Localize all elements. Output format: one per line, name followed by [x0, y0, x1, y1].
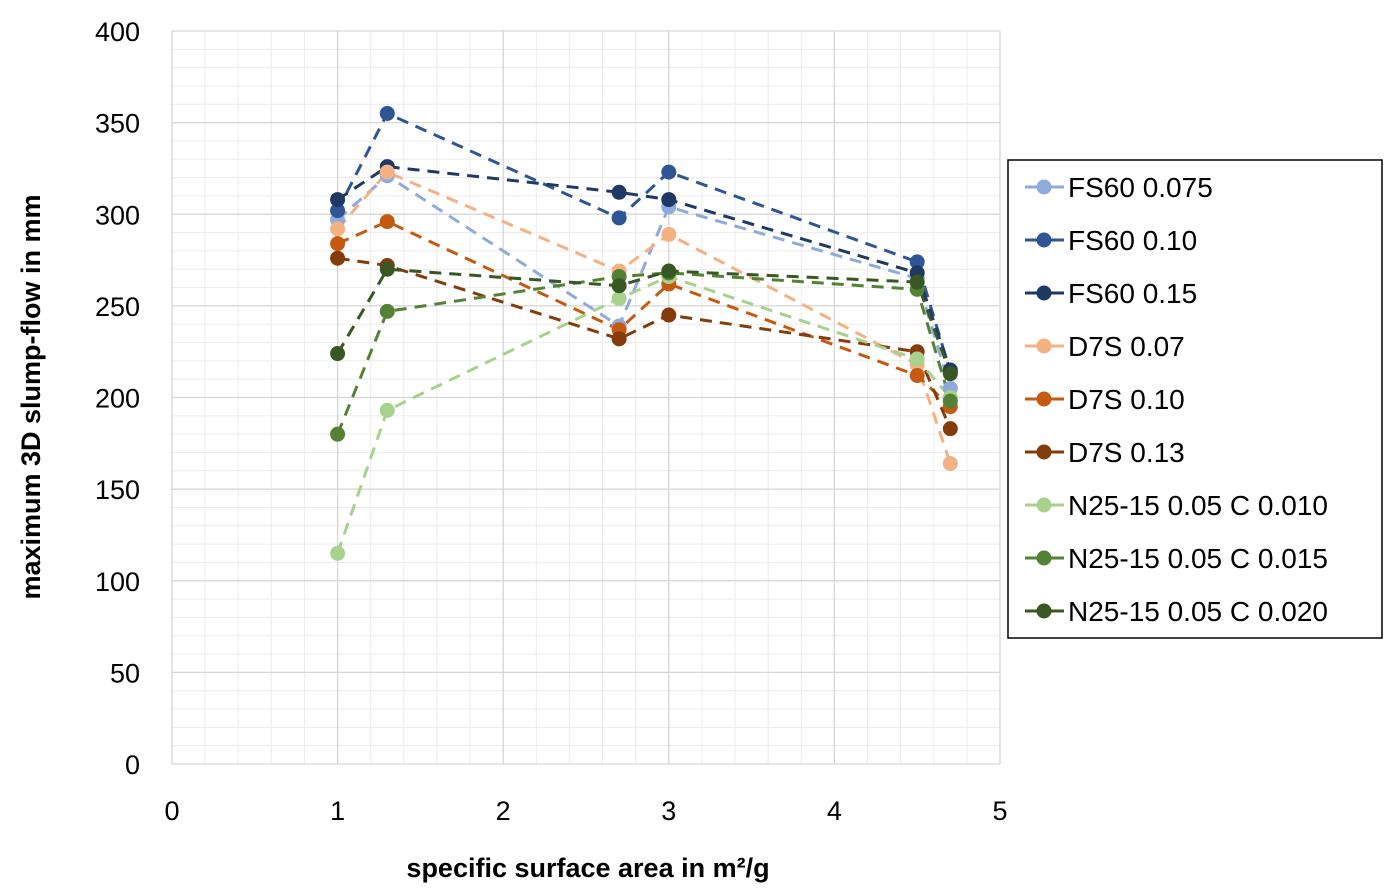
data-point [909, 368, 925, 384]
data-point [942, 455, 958, 471]
data-point [661, 164, 677, 180]
legend-marker [1036, 603, 1052, 619]
legend-label: FS60 0.15 [1068, 278, 1197, 309]
legend-label: N25-15 0.05 C 0.010 [1068, 490, 1328, 521]
data-point [330, 221, 346, 237]
x-tick-label: 4 [827, 796, 842, 826]
y-axis-label: maximum 3D slump-flow in mm [16, 194, 46, 599]
series-line [336, 111, 952, 373]
data-point [611, 278, 627, 294]
series-line [336, 170, 952, 464]
series-layer [330, 105, 958, 561]
data-point [611, 210, 627, 226]
data-point [379, 214, 395, 230]
data-point [661, 226, 677, 242]
data-point [330, 545, 346, 561]
data-point [942, 393, 958, 409]
series-line [336, 219, 952, 408]
y-tick-label: 200 [95, 384, 140, 414]
legend-marker [1036, 444, 1052, 460]
legend-marker [1036, 338, 1052, 354]
data-point [942, 421, 958, 437]
series-line [337, 256, 952, 430]
data-point [661, 307, 677, 323]
series-line [336, 165, 952, 371]
series-line [336, 267, 952, 375]
legend: FS60 0.075 FS60 0.10 FS60 0.15 D7S 0.07 D7S … [1007, 159, 1383, 639]
x-tick-label: 5 [992, 796, 1007, 826]
data-point [379, 402, 395, 418]
legend-marker [1036, 391, 1052, 407]
x-tick-label: 0 [164, 796, 179, 826]
data-point [909, 274, 925, 290]
series-line [336, 271, 952, 435]
gridlines [171, 30, 1001, 765]
legend-box [1007, 159, 1383, 639]
y-tick-label: 250 [95, 292, 140, 322]
data-point [330, 236, 346, 252]
legend-label: FS60 0.10 [1068, 225, 1197, 256]
x-tick-label: 1 [330, 796, 345, 826]
legend-label: D7S 0.07 [1068, 331, 1185, 362]
y-tick-label: 150 [95, 475, 140, 505]
legend-label: D7S 0.13 [1068, 437, 1185, 468]
y-tick-label: 100 [95, 567, 140, 597]
data-point [661, 192, 677, 208]
data-point [330, 346, 346, 362]
data-point [379, 261, 395, 277]
data-point [909, 254, 925, 270]
y-tick-label: 300 [95, 200, 140, 230]
data-point [379, 164, 395, 180]
data-point [909, 351, 925, 367]
x-tick-label: 2 [496, 796, 511, 826]
data-point [330, 426, 346, 442]
legend-label: FS60 0.075 [1068, 172, 1213, 203]
data-point [330, 203, 346, 219]
data-point [611, 291, 627, 307]
y-tick-label: 50 [110, 658, 140, 688]
data-point [611, 184, 627, 200]
data-point [661, 263, 677, 279]
y-tick-label: 400 [95, 17, 140, 47]
legend-label: D7S 0.10 [1068, 384, 1185, 415]
legend-marker [1036, 232, 1052, 248]
legend-label: N25-15 0.05 C 0.015 [1068, 543, 1328, 574]
legend-marker [1036, 179, 1052, 195]
legend-label: N25-15 0.05 C 0.020 [1068, 596, 1328, 627]
series-line [336, 274, 952, 554]
x-tick-label: 3 [661, 796, 676, 826]
series-line [336, 173, 952, 389]
data-point [379, 105, 395, 121]
y-tick-label: 350 [95, 109, 140, 139]
data-point [330, 192, 346, 208]
x-axis-label: specific surface area in m²/g [406, 853, 769, 883]
y-tick-label: 0 [125, 750, 140, 780]
data-point [330, 250, 346, 266]
data-point [379, 303, 395, 319]
data-point [611, 331, 627, 347]
legend-marker [1036, 497, 1052, 513]
data-point [942, 366, 958, 382]
legend-marker [1036, 285, 1052, 301]
legend-marker [1036, 550, 1052, 566]
